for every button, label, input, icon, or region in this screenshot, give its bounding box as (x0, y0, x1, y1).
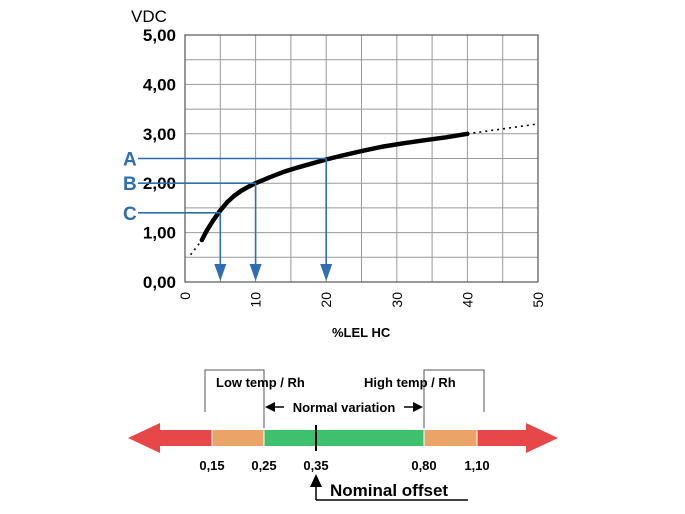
scale-tick-label: 0,35 (303, 458, 328, 473)
red-band-left (155, 430, 212, 446)
normal-variation-label: Normal variation (293, 400, 396, 415)
annotation-label: B (123, 174, 137, 195)
nominal-offset-label: Nominal offset (330, 481, 448, 500)
y-tick-label: 4,00 (143, 75, 176, 94)
normal-arrow-left (265, 402, 275, 412)
annotation-label: C (123, 204, 137, 225)
scale-tick-label: 0,80 (411, 458, 436, 473)
nominal-arrowhead (310, 474, 322, 487)
high-bracket (423, 369, 485, 428)
chart: 0,001,002,003,004,005,00 0 10 20 30 40 50 VDC… (123, 7, 546, 340)
x-tick-label: 40 (459, 292, 475, 308)
x-tick-labels: 0 10 20 30 40 50 (177, 292, 546, 308)
series-line-dotted (189, 239, 203, 256)
y-axis-label: VDC (131, 7, 167, 26)
low-bracket (204, 369, 265, 428)
normal-arrow-right (413, 402, 423, 412)
orange-band-left (212, 430, 264, 446)
y-tick-label: 0,00 (143, 273, 176, 292)
annotations: ABC (123, 150, 333, 281)
y-tick-label: 5,00 (143, 26, 176, 45)
orange-band-right (424, 430, 477, 446)
low-temp-label: Low temp / Rh (216, 375, 305, 390)
green-band (264, 430, 424, 446)
offset-scale: 0,15 0,25 0,35 0,80 1,10 Low temp / Rh High te… (128, 369, 558, 501)
red-band-right (477, 430, 530, 446)
x-tick-label: 50 (530, 292, 546, 308)
x-axis-label: %LEL HC (332, 325, 391, 340)
y-tick-label: 1,00 (143, 224, 176, 243)
annotation-arrowhead (249, 264, 262, 281)
x-tick-label: 20 (318, 292, 334, 308)
left-arrowhead (128, 423, 160, 453)
scale-tick-label: 0,15 (199, 458, 224, 473)
annotation-arrowhead (214, 264, 227, 281)
annotation-label: A (123, 150, 137, 171)
series-line (199, 131, 470, 243)
annotation-arrowhead (320, 264, 333, 281)
scale-tick-label: 0,25 (251, 458, 276, 473)
x-tick-label: 30 (389, 292, 405, 308)
x-tick-label: 0 (177, 292, 193, 300)
x-tick-label: 10 (248, 292, 264, 308)
y-tick-labels: 0,001,002,003,004,005,00 (143, 26, 176, 292)
right-arrowhead (526, 423, 558, 453)
y-tick-label: 3,00 (143, 125, 176, 144)
series-group (189, 123, 539, 256)
scale-tick-label: 1,10 (464, 458, 489, 473)
high-temp-label: High temp / Rh (364, 375, 456, 390)
